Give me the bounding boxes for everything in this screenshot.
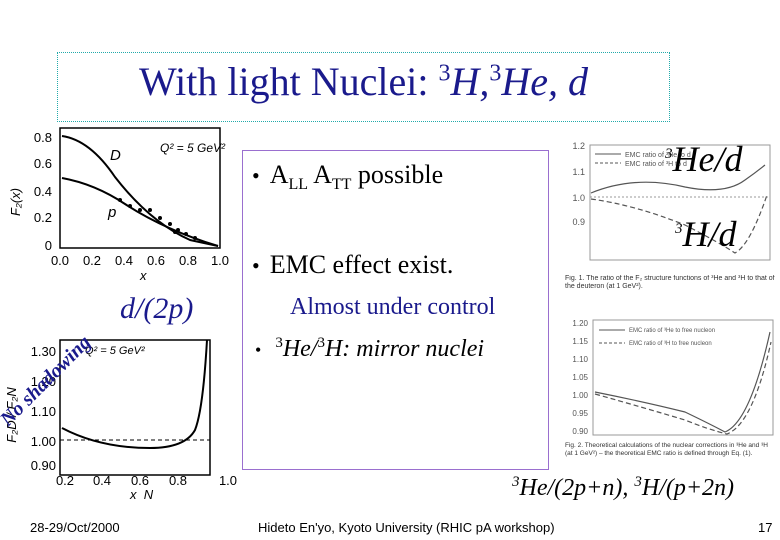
plot2-ytick: 1.30 [31, 344, 56, 359]
f2d-ratio-plot: 1.30 1.20 1.10 1.00 0.90 0.2 0.4 0.6 0.8… [4, 339, 237, 500]
plot1-q2: Q² = 5 GeV² [160, 141, 226, 155]
footer-page-number: 17 [758, 520, 773, 535]
plot4-ytick: 1.10 [572, 355, 588, 364]
curve-p-label: p [107, 204, 116, 221]
curve-p [61, 177, 219, 247]
plot1-xlabel: x [139, 268, 147, 282]
bullet-emc-effect: • EMC effect exist. [252, 250, 454, 279]
plot3-legend: EMC ratio of ³H to d [625, 161, 687, 168]
plot2-xlabel: x_N [129, 487, 154, 500]
bottom-ratio-equation: 3He/(2p+n), 3H/(p+2n) [512, 474, 735, 501]
he3-free-curve [594, 331, 771, 433]
plot1-xtick: 0.4 [115, 253, 133, 268]
f2-structure-function-plot: 0.8 0.6 0.4 0.2 0 0.0 0.2 0.4 0.6 0.8 1.… [8, 127, 229, 282]
curve-D-label: D [110, 147, 121, 164]
plot2-xtick: 0.6 [131, 473, 149, 488]
he3-over-d-label: 3He/d [665, 139, 743, 179]
plot1-xtick: 1.0 [211, 253, 229, 268]
plot2-q2: Q² = 5 GeV² [85, 345, 145, 357]
plot1-xtick: 0.8 [179, 253, 197, 268]
fig1-caption: Fig. 1. The ratio of the F₂ structure fu… [565, 275, 775, 291]
plot2-ytick: 0.90 [31, 458, 56, 473]
emc-ratio-to-deuteron-plot: 1.2 1.1 1.0 0.9 EMC ratio of ³He to d EM… [565, 141, 775, 291]
h3-free-curve [594, 341, 772, 435]
plot1-ytick: 0.6 [34, 156, 52, 171]
plot1-ylabel: F₂(x) [8, 188, 23, 216]
plot3-ytick: 1.1 [572, 167, 585, 177]
bullet-panel [242, 150, 549, 470]
bullet-mirror-nuclei: • 3He/3H: mirror nuclei [255, 335, 485, 362]
emc-ratio-to-free-nucleon-plot: 1.20 1.15 1.10 1.05 1.00 0.95 0.90 EMC r… [565, 319, 774, 457]
plot3-ytick: 0.9 [572, 217, 585, 227]
plot4-ytick: 1.05 [572, 373, 588, 382]
fig2-caption: Fig. 2. Theoretical calculations of the … [565, 442, 768, 457]
plot3-ytick: 1.2 [572, 141, 585, 151]
h3-ratio-curve [590, 194, 768, 254]
plot2-xtick: 0.2 [56, 473, 74, 488]
plot4-legend: EMC ratio of ³He to free nucleon [629, 328, 715, 334]
plot4-ytick: 1.20 [572, 319, 588, 328]
plot1-xtick: 0.6 [147, 253, 165, 268]
h3-over-d-label: 3H/d [675, 214, 737, 254]
plot1-ytick: 0.8 [34, 130, 52, 145]
almost-under-control-note: Almost under control [290, 294, 496, 320]
plot2-xtick: 0.8 [169, 473, 187, 488]
plot4-ytick: 0.95 [572, 409, 588, 418]
plot1-xtick: 0.0 [51, 253, 69, 268]
ratio-label: d/(2p) [120, 292, 194, 325]
plot1-ytick: 0.4 [34, 184, 52, 199]
slide-title: With light Nuclei: 3H,3He, d [139, 59, 588, 104]
plot1-ytick: 0 [45, 238, 52, 253]
he3-ratio-curve [590, 164, 766, 194]
bullet-all-att: • ALL ATT possible [252, 160, 444, 194]
plot2-ytick: 1.20 [31, 374, 56, 389]
plot4-ytick: 0.90 [572, 427, 588, 436]
plot2-ytick: 1.00 [31, 434, 56, 449]
plot1-ytick: 0.2 [34, 210, 52, 225]
title-frame [57, 52, 670, 122]
plot3-legend: EMC ratio of ³He to d [625, 152, 691, 159]
plot3-ytick: 1.0 [572, 193, 585, 203]
plot2-ylabel: F₂D / F₂N [4, 387, 19, 443]
plot4-ytick: 1.15 [572, 337, 588, 346]
plot2-xtick: 0.4 [93, 473, 111, 488]
f2d-ratio-curve [61, 339, 208, 450]
plot1-xtick: 0.2 [83, 253, 101, 268]
plot2-ytick: 1.10 [31, 404, 56, 419]
footer-date: 28-29/Oct/2000 [30, 520, 120, 535]
plot4-ytick: 1.00 [572, 391, 588, 400]
footer-center: Hideto En'yo, Kyoto University (RHIC pA … [258, 520, 555, 535]
plot1-data-points [118, 198, 197, 240]
plot2-xtick: 1.0 [219, 473, 237, 488]
plot4-legend: EMC ratio of ³H to free nucleon [629, 341, 712, 347]
